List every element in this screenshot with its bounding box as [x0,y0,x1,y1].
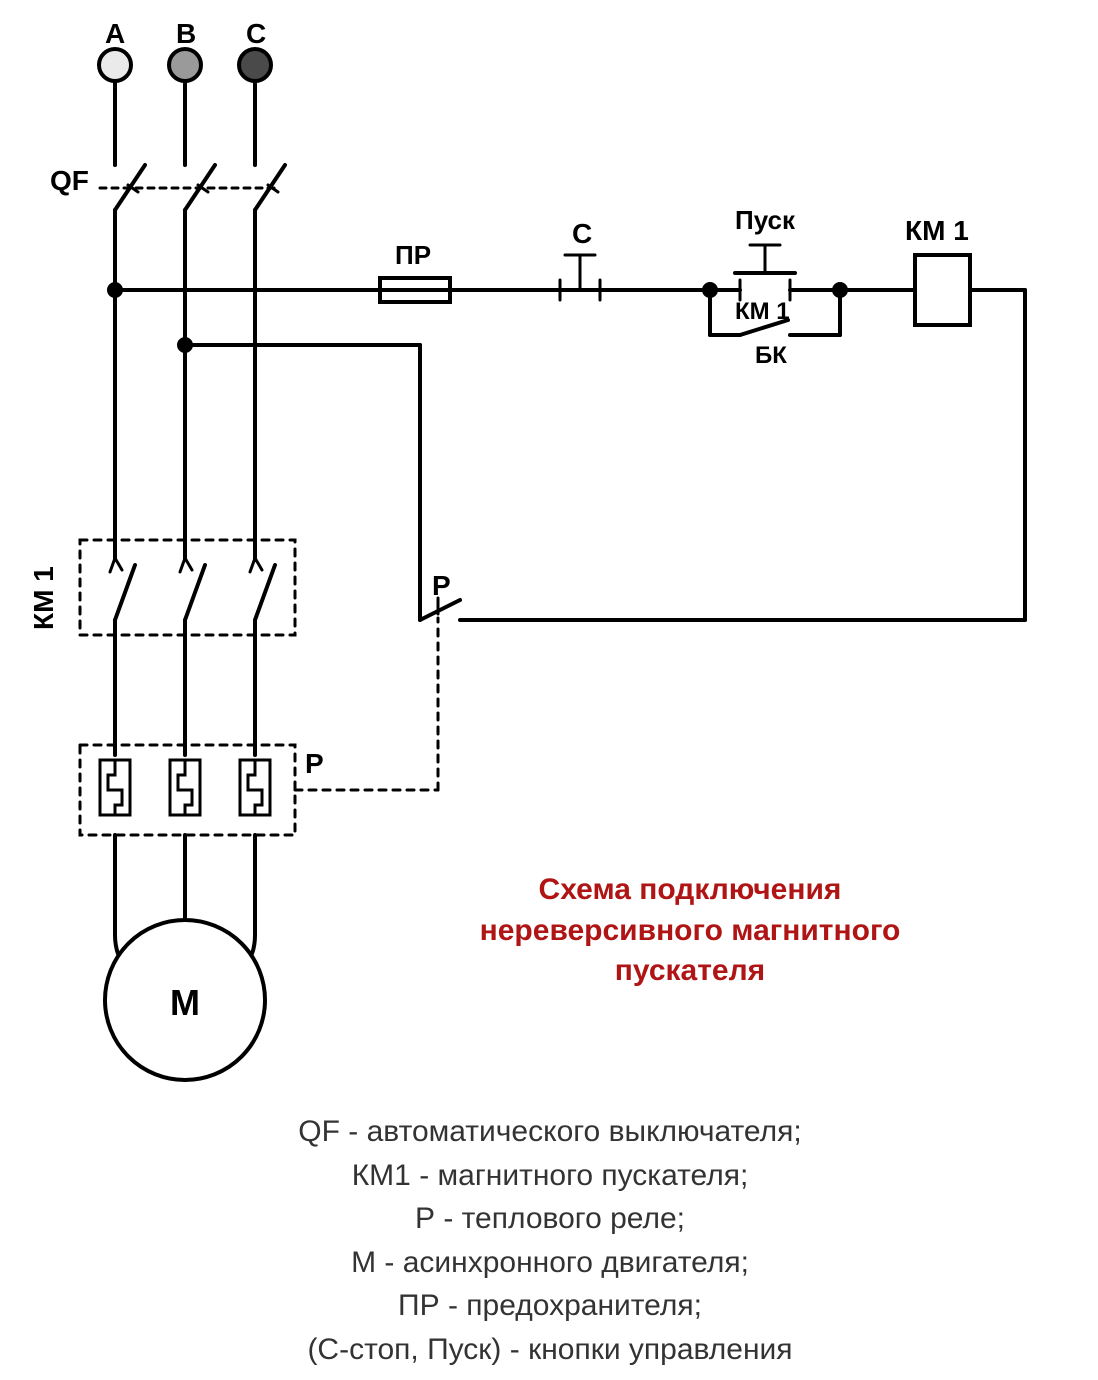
phase-a-label: A [105,18,125,50]
fuse-label: ПР [395,240,431,271]
p-relay-label: Р [305,748,324,780]
phase-b-label: B [176,18,196,50]
motor-label: М [170,982,200,1024]
coil-label: КМ 1 [905,215,969,247]
title-line-3: пускателя [615,954,765,987]
bk-km1-label: КМ 1 [735,298,790,326]
legend-line-1: QF - автоматического выключателя; [150,1110,950,1154]
bk-label: БК [755,342,787,370]
km1-contacts-label: КМ 1 [28,566,60,630]
title-line-1: Схема подключения [539,873,842,906]
start-label: Пуск [735,205,795,236]
legend-line-6: (С-стоп, Пуск) - кнопки управления [150,1328,950,1372]
legend-line-2: КМ1 - магнитного пускателя; [150,1154,950,1198]
legend: QF - автоматического выключателя; КМ1 - … [150,1110,950,1371]
qf-label: QF [50,165,89,197]
title-line-2: нереверсивного магнитного [480,914,901,947]
p-contact-label: Р [432,570,451,602]
legend-line-5: ПР - предохранителя; [150,1284,950,1328]
diagram-title: Схема подключения нереверсивного магнитн… [390,870,990,992]
legend-line-3: Р - теплового реле; [150,1197,950,1241]
legend-line-4: М - асинхронного двигателя; [150,1241,950,1285]
stop-label: С [572,218,592,250]
phase-c-label: C [246,18,266,50]
